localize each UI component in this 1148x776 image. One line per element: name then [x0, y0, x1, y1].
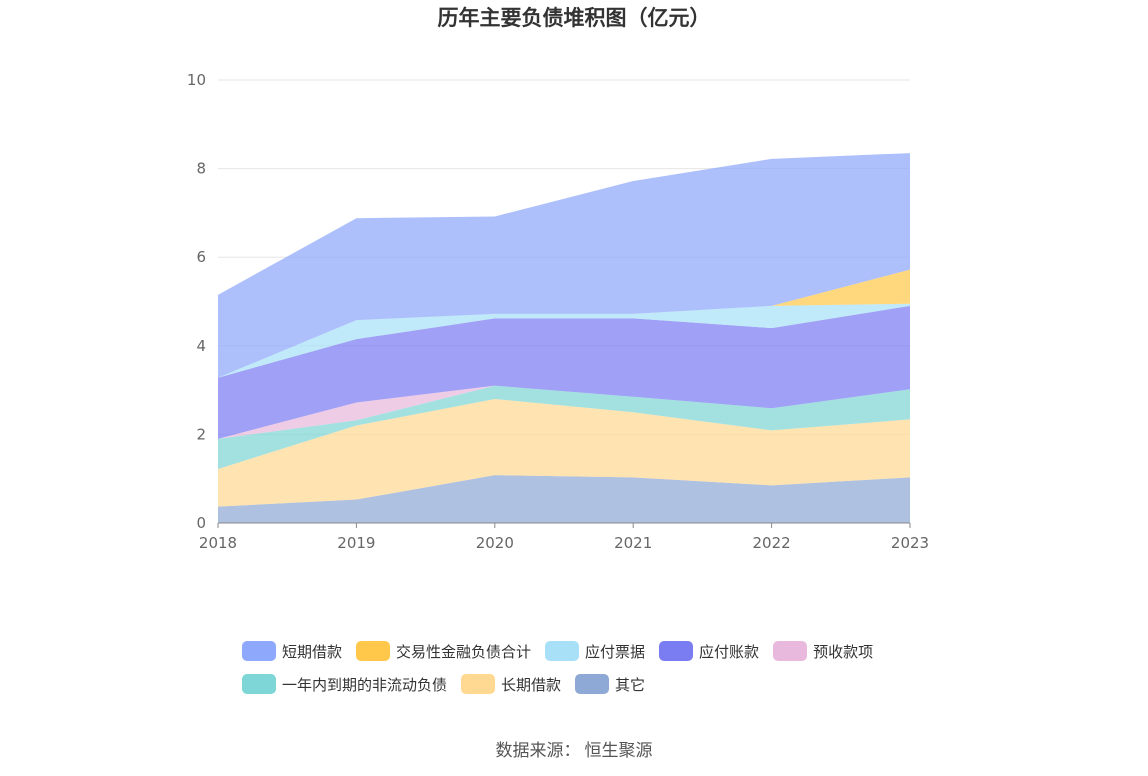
area-series-2 [218, 385, 910, 469]
x-tick-label: 2021 [614, 534, 652, 552]
legend-swatch [461, 674, 496, 694]
y-tick-label: 10 [187, 71, 206, 89]
area-series-0 [218, 475, 910, 523]
area-series-4 [218, 305, 910, 439]
x-tick-label: 2018 [199, 534, 237, 552]
legend-label: 长期借款 [501, 675, 562, 694]
legend-swatch [242, 641, 276, 661]
legend-row-1: 短期借款 交易性金融负债合计 应付票据 应付账款 预收款项 [242, 640, 942, 662]
legend-label: 其它 [615, 675, 646, 694]
x-tick-label: 2020 [476, 534, 514, 552]
y-tick-label: 4 [196, 337, 206, 355]
area-series-7 [218, 153, 910, 378]
legend-swatch [773, 641, 808, 661]
legend-label: 一年内到期的非流动负债 [282, 675, 448, 694]
legend-label: 短期借款 [282, 642, 343, 661]
x-tick-label: 2023 [891, 534, 929, 552]
stacked-area-chart: 0 2 4 6 8 10 2018 2019 2020 2021 2022 2023 [187, 71, 929, 552]
legend-item-short-term-loans[interactable]: 短期借款 [242, 641, 342, 662]
legend-item-current-noncurrent-liabilities[interactable]: 一年内到期的非流动负债 [242, 674, 447, 695]
source-value: 恒生聚源 [584, 741, 653, 761]
x-tick-label: 2019 [337, 534, 375, 552]
y-tick-label: 6 [196, 248, 206, 266]
legend-label: 交易性金融负债合计 [396, 642, 532, 661]
legend-item-notes-payable[interactable]: 应付票据 [545, 641, 645, 662]
legend-item-long-term-loans[interactable]: 长期借款 [461, 674, 561, 695]
y-tick-label: 8 [196, 160, 206, 178]
legend-label: 应付账款 [699, 642, 760, 661]
legend-row-2: 一年内到期的非流动负债 长期借款 其它 [242, 673, 942, 695]
area-series-5 [218, 303, 910, 378]
legend-swatch [575, 674, 610, 694]
legend-swatch [356, 641, 391, 661]
legend-label: 预收款项 [813, 642, 874, 661]
legend-item-advance-receipts[interactable]: 预收款项 [773, 641, 873, 662]
source-label: 数据来源： [495, 741, 581, 761]
legend-swatch [545, 641, 580, 661]
y-tick-label: 0 [196, 514, 206, 532]
x-tick-label: 2022 [753, 534, 791, 552]
data-source: 数据来源： 恒生聚源 [0, 736, 1148, 761]
chart-legend: 短期借款 交易性金融负债合计 应付票据 应付账款 预收款项 一年内到期的非流动负… [242, 640, 942, 706]
legend-swatch [659, 641, 694, 661]
legend-item-other[interactable]: 其它 [575, 674, 645, 695]
area-series-1 [218, 398, 910, 507]
y-tick-label: 2 [196, 425, 206, 443]
legend-item-trading-financial-liabilities[interactable]: 交易性金融负债合计 [356, 641, 531, 662]
legend-label: 应付票据 [585, 642, 646, 661]
area-series-3 [218, 385, 910, 439]
chart-title: 历年主要负债堆积图（亿元） [437, 6, 711, 30]
legend-swatch [242, 674, 276, 694]
legend-item-accounts-payable[interactable]: 应付账款 [659, 641, 759, 662]
